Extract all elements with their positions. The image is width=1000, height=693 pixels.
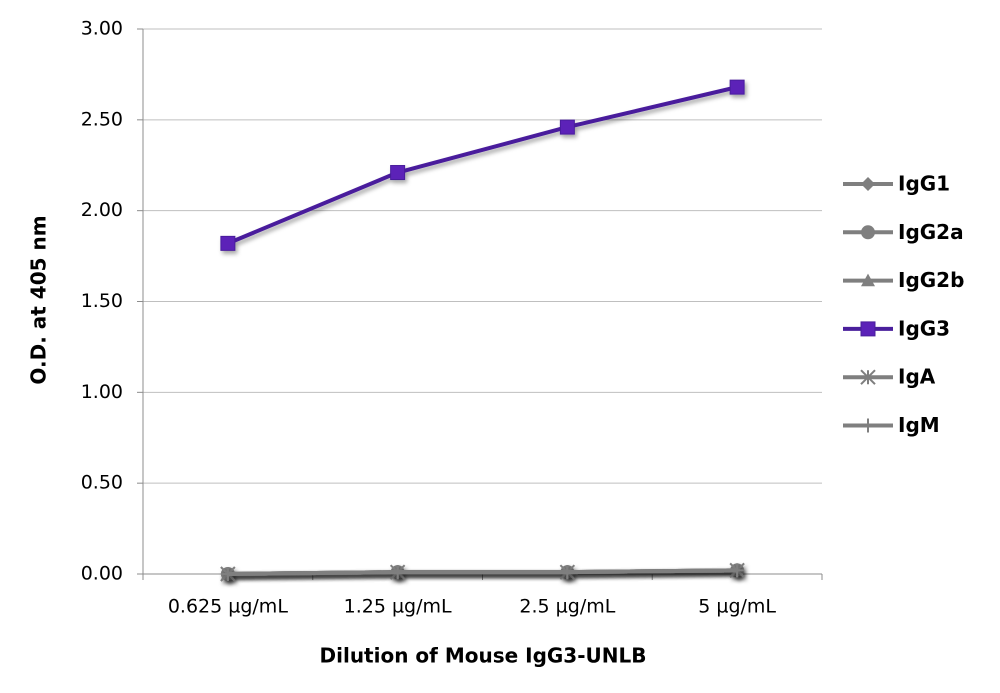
x-tick-label: 1.25 µg/mL	[344, 596, 452, 618]
legend-marker	[861, 273, 875, 287]
point	[390, 165, 406, 181]
point	[220, 567, 235, 581]
y-tick-label: 1.50	[81, 290, 123, 312]
legend-marker	[861, 225, 875, 240]
x-axis-title: Dilution of Mouse IgG3-UNLB	[320, 644, 647, 668]
y-tick-label: 3.00	[81, 18, 123, 40]
point	[390, 565, 405, 580]
series-line	[227, 568, 738, 576]
legend-marker	[860, 369, 876, 385]
point	[729, 79, 745, 95]
legend-label: IgG3	[898, 316, 950, 340]
y-tick-label: 2.50	[81, 108, 123, 130]
legend-marker	[861, 177, 875, 191]
point	[730, 563, 745, 578]
x-tick-label: 0.625 µg/mL	[168, 596, 288, 618]
series	[220, 563, 745, 581]
y-tick-label: 2.00	[81, 199, 123, 221]
series-line	[227, 85, 738, 246]
legend-marker	[861, 418, 875, 433]
x-tick-label: 5 µg/mL	[698, 596, 776, 618]
legend-label: IgG2b	[898, 268, 964, 292]
x-tick-label: 2.5 µg/mL	[519, 596, 615, 618]
y-tick-label: 0.00	[81, 563, 123, 585]
point	[559, 119, 575, 135]
point	[220, 235, 236, 251]
point	[560, 565, 575, 580]
legend-label: IgG2a	[898, 220, 964, 244]
legend-marker	[860, 321, 876, 337]
series	[220, 79, 745, 251]
legend-label: IgG1	[898, 172, 950, 196]
legend-label: IgA	[898, 365, 936, 389]
legend-label: IgM	[898, 413, 940, 437]
y-tick-label: 0.50	[81, 472, 123, 494]
y-tick-label: 1.00	[81, 381, 123, 403]
y-axis-title: O.D. at 405 nm	[27, 215, 51, 384]
